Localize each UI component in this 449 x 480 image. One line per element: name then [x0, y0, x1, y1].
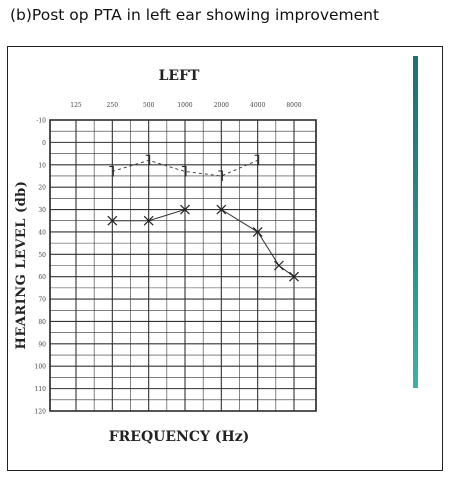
- y-tick-label: 110: [35, 386, 47, 393]
- chart-title: LEFT: [159, 68, 200, 84]
- x-tick-label: 1000: [177, 102, 192, 109]
- y-tick-label: 50: [38, 252, 46, 259]
- y-tick-label: 30: [38, 207, 46, 214]
- x-marker: [289, 271, 299, 282]
- y-tick-label: 0: [42, 140, 46, 147]
- figure-frame: [7, 46, 443, 471]
- decorative-side-bar: [413, 56, 418, 388]
- x-tick-label: 8000: [286, 102, 301, 109]
- x-marker: [216, 204, 227, 215]
- y-tick-label: 100: [35, 364, 47, 371]
- chart-series: [107, 154, 299, 282]
- chart-grid: [49, 119, 317, 412]
- x-axis-label: FREQUENCY (Hz): [109, 429, 250, 445]
- figure-caption: (b)Post op PTA in left ear showing impro…: [10, 6, 380, 24]
- y-tick-label: 60: [38, 274, 46, 281]
- bracket-marker: [254, 154, 260, 166]
- y-tick-label: -10: [36, 118, 46, 125]
- x-tick-label: 500: [143, 102, 155, 109]
- y-tick-label: 20: [38, 185, 46, 192]
- series-line: [112, 159, 258, 177]
- chart-ticks: -10 0 10 20 30 40 50 60 70 80 90 100 110 120 125 250 500…: [35, 102, 302, 416]
- x-tick-label: 4000: [250, 102, 265, 109]
- x-marker: [107, 215, 118, 226]
- bracket-marker: [145, 154, 151, 166]
- x-tick-label: 2000: [214, 102, 229, 109]
- x-marker: [180, 204, 190, 215]
- y-axis-label: HEARING LEVEL (db): [14, 181, 29, 350]
- y-tick-label: 80: [38, 319, 46, 326]
- bracket-marker: [218, 170, 223, 181]
- y-tick-label: 40: [38, 229, 46, 236]
- y-tick-label: 90: [38, 341, 46, 348]
- bracket-marker: [109, 165, 114, 177]
- bracket-marker: [182, 165, 187, 177]
- x-tick-label: 125: [70, 102, 82, 109]
- y-tick-label: 10: [38, 162, 46, 169]
- x-tick-label: 250: [107, 102, 119, 109]
- x-marker: [252, 226, 263, 237]
- y-tick-label: 120: [35, 409, 47, 416]
- y-tick-label: 70: [38, 297, 46, 304]
- x-marker: [273, 260, 284, 271]
- x-marker: [143, 215, 154, 226]
